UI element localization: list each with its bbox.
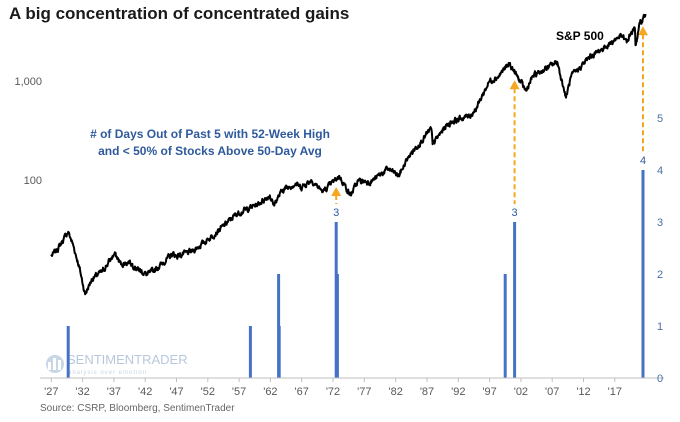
arrow-head-icon — [509, 80, 520, 90]
right-axis-tick-label: 3 — [657, 217, 663, 229]
x-tick-label: '67 — [295, 386, 309, 398]
bar-count-label: 3 — [512, 207, 518, 219]
x-tick-label: '92 — [451, 386, 465, 398]
arrow-head-icon — [637, 26, 648, 36]
indicator-bar — [277, 326, 281, 378]
x-tick-label: '02 — [514, 386, 528, 398]
x-tick-label: '62 — [263, 386, 277, 398]
arrow-head-icon — [331, 186, 342, 196]
right-axis-tick-label: 4 — [657, 165, 663, 177]
right-axis-tick-label: 1 — [657, 321, 663, 333]
x-tick-label: '32 — [75, 386, 89, 398]
x-tick-label: '77 — [357, 386, 371, 398]
indicator-bar — [66, 326, 70, 378]
indicator-bar — [335, 274, 339, 378]
annotation-line-1: # of Days Out of Past 5 with 52-Week Hig… — [90, 127, 330, 141]
x-tick-label: '72 — [326, 386, 340, 398]
x-tick-label: '42 — [138, 386, 152, 398]
right-axis-ticks: 0 1 2 3 4 5 — [657, 113, 663, 385]
chart-title: A big concentration of concentrated gain… — [9, 4, 350, 23]
right-axis-tick-label: 5 — [657, 113, 663, 125]
watermark-brand: SENTIMENTRADER — [67, 352, 188, 367]
annotation-line-2: and < 50% of Stocks Above 50-Day Avg — [98, 144, 322, 158]
right-axis-tick-label: 2 — [657, 269, 663, 281]
indicator-bar — [503, 274, 507, 378]
x-tick-label: '82 — [389, 386, 403, 398]
x-tick-label: '97 — [482, 386, 496, 398]
sentimentrader-watermark: SENTIMENTRADER analysis over emotion — [46, 352, 188, 376]
indicator-bar — [513, 222, 517, 378]
x-tick-label: '37 — [107, 386, 121, 398]
indicator-bar — [248, 326, 252, 378]
source-note: Source: CSRP, Bloomberg, SentimenTrader — [40, 403, 235, 414]
x-tick-label: '57 — [232, 386, 246, 398]
left-axis-tick-label: 1,000 — [14, 76, 42, 88]
watermark-logo-icon — [46, 355, 64, 373]
x-tick-label: '17 — [608, 386, 622, 398]
indicator-bar — [641, 170, 645, 378]
x-tick-label: '12 — [576, 386, 590, 398]
x-tick-label: '52 — [201, 386, 215, 398]
series-label-sp500: S&P 500 — [556, 29, 604, 43]
x-tick-label: '87 — [420, 386, 434, 398]
bar-count-label: 3 — [333, 207, 339, 219]
left-axis-ticks: 100 1,000 — [14, 76, 42, 187]
annotation-arrows — [331, 26, 648, 204]
price-line-group — [50, 13, 647, 296]
x-tick-label: '07 — [545, 386, 559, 398]
watermark-tagline: analysis over emotion — [68, 370, 147, 376]
bar-count-label: 4 — [640, 155, 646, 167]
bar-count-labels: 3 3 4 — [333, 155, 646, 219]
x-axis-ticks: '27 '32 '37 '42 '47 '52 '57 '62 '67 '72 '77 '82 '87 '… — [44, 378, 622, 398]
right-axis-tick-label: 0 — [657, 373, 663, 385]
left-axis-tick-label: 100 — [24, 175, 42, 187]
sp500-price-line — [50, 13, 647, 296]
x-tick-label: '27 — [44, 386, 58, 398]
x-tick-label: '47 — [169, 386, 183, 398]
indicator-bars — [66, 170, 645, 378]
